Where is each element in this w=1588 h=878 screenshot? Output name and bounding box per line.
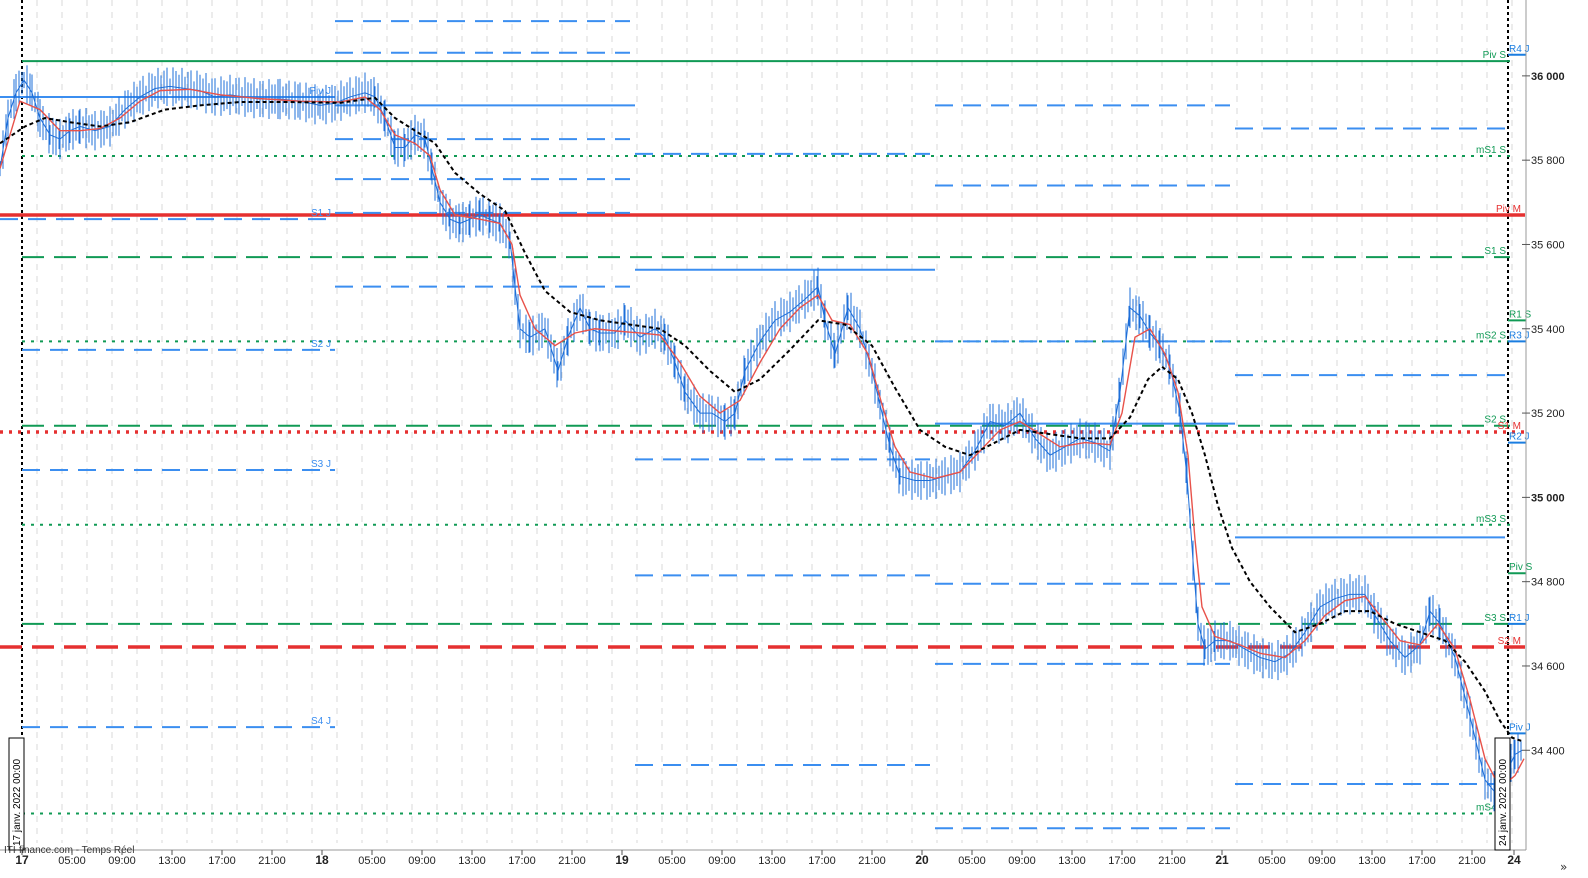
y-tick-label: 35 600 bbox=[1531, 239, 1565, 251]
x-tick-label: 05:00 bbox=[1258, 855, 1286, 867]
x-tick-label: 09:00 bbox=[708, 855, 736, 867]
pivot-level-label: S1 M bbox=[1498, 421, 1521, 432]
pivot-level-label: Piv S bbox=[1483, 50, 1507, 61]
daily-level-label: S3 J bbox=[311, 459, 331, 470]
date-marker-box bbox=[8, 737, 25, 851]
pivot-level-label: mS3 S bbox=[1476, 514, 1506, 525]
y-tick-label: 35 800 bbox=[1531, 155, 1565, 167]
x-tick-label: 19 bbox=[615, 853, 629, 867]
x-tick-label: 13:00 bbox=[158, 855, 186, 867]
x-tick-label: 09:00 bbox=[1008, 855, 1036, 867]
right-level-label: R4 J bbox=[1509, 44, 1530, 55]
x-tick-label: 18 bbox=[315, 853, 329, 867]
x-tick-label: 24 bbox=[1507, 853, 1521, 867]
right-level-label: R1 J bbox=[1509, 613, 1530, 624]
x-tick-label: 17:00 bbox=[1408, 855, 1436, 867]
y-tick-label: 35 400 bbox=[1531, 324, 1565, 336]
pivot-level-label: S2 S bbox=[1484, 415, 1506, 426]
pivot-level-label: S1 S bbox=[1484, 246, 1506, 257]
x-tick-label: 05:00 bbox=[658, 855, 686, 867]
pivot-level-label: mS1 S bbox=[1476, 145, 1506, 156]
daily-level-label: S1 J bbox=[311, 208, 331, 219]
pivot-level-label: mS4 S bbox=[1476, 802, 1506, 813]
pivot-level-label: S3 S bbox=[1484, 613, 1506, 624]
x-tick-label: 21:00 bbox=[1158, 855, 1186, 867]
source-label: ITI-finance.com - Temps Réel bbox=[4, 845, 135, 856]
y-tick-label: 35 000 bbox=[1531, 492, 1565, 504]
x-tick-label: 17 bbox=[15, 853, 29, 867]
x-tick-label: 09:00 bbox=[1308, 855, 1336, 867]
x-tick-label: 05:00 bbox=[958, 855, 986, 867]
x-tick-label: 09:00 bbox=[408, 855, 436, 867]
daily-level-label: S2 J bbox=[311, 339, 331, 350]
x-tick-label: 17:00 bbox=[1108, 855, 1136, 867]
x-tick-label: 13:00 bbox=[1358, 855, 1386, 867]
y-tick-label: 34 800 bbox=[1531, 577, 1565, 589]
scroll-right-button[interactable]: » bbox=[1560, 860, 1568, 874]
date-marker-box bbox=[1494, 737, 1511, 851]
x-tick-label: 20 bbox=[915, 853, 929, 867]
y-tick-label: 35 200 bbox=[1531, 408, 1565, 420]
x-tick-label: 21:00 bbox=[858, 855, 886, 867]
x-tick-label: 05:00 bbox=[58, 855, 86, 867]
pivot-level-label: Piv M bbox=[1496, 204, 1521, 215]
x-tick-label: 05:00 bbox=[358, 855, 386, 867]
y-tick-label: 34 600 bbox=[1531, 661, 1565, 673]
date-marker-label: 17 janv. 2022 00:00 bbox=[12, 758, 23, 846]
x-tick-label: 17:00 bbox=[508, 855, 536, 867]
x-tick-label: 13:00 bbox=[1058, 855, 1086, 867]
right-level-label: R2 J bbox=[1509, 432, 1530, 443]
pivot-level-label: S2 M bbox=[1498, 636, 1521, 647]
short-moving-average-line bbox=[0, 88, 1525, 790]
right-level-label: R1 S bbox=[1509, 309, 1532, 320]
x-tick-label: 21:00 bbox=[258, 855, 286, 867]
x-tick-label: 21:00 bbox=[1458, 855, 1486, 867]
long-moving-average-line bbox=[0, 96, 1525, 743]
date-marker-label: 24 janv. 2022 00:00 bbox=[1498, 758, 1509, 846]
pivot-level-label: mS2 S bbox=[1476, 330, 1506, 341]
right-level-label: Piv S bbox=[1509, 562, 1533, 573]
x-tick-label: 13:00 bbox=[458, 855, 486, 867]
right-level-label: R3 J bbox=[1509, 330, 1530, 341]
x-tick-label: 13:00 bbox=[758, 855, 786, 867]
y-tick-label: 34 400 bbox=[1531, 745, 1565, 757]
x-tick-label: 09:00 bbox=[108, 855, 136, 867]
x-tick-label: 17:00 bbox=[808, 855, 836, 867]
x-tick-label: 17:00 bbox=[208, 855, 236, 867]
daily-level-label: S4 J bbox=[311, 716, 331, 727]
x-tick-label: 21 bbox=[1215, 853, 1229, 867]
price-line bbox=[0, 79, 1523, 794]
y-tick-label: 36 000 bbox=[1531, 71, 1565, 83]
x-tick-label: 21:00 bbox=[558, 855, 586, 867]
right-level-label: Piv J bbox=[1509, 722, 1531, 733]
daily-level-label: Piv J bbox=[309, 86, 331, 97]
